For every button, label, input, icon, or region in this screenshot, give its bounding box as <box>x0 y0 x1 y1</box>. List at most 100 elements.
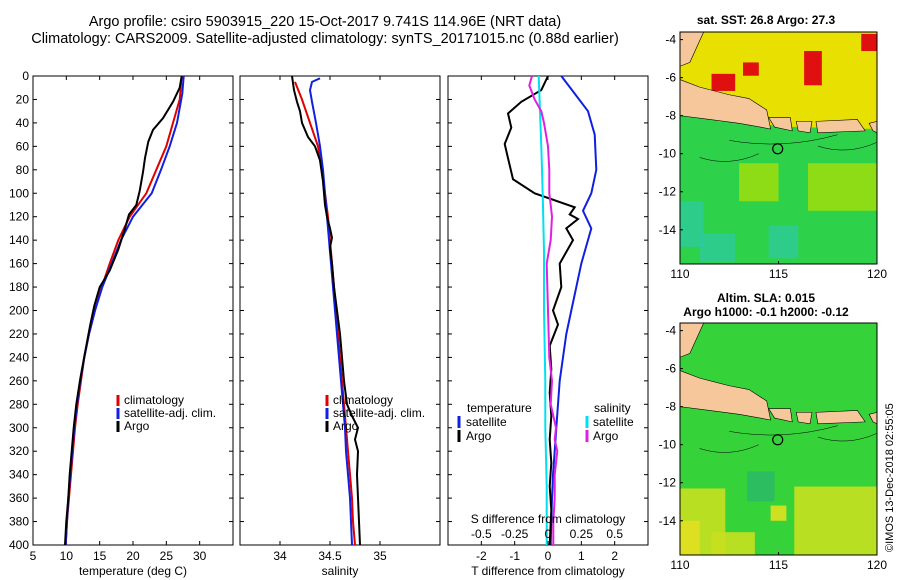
series-line-argo <box>291 75 361 546</box>
y-tick-label: 140 <box>9 233 29 247</box>
argo-position-marker <box>772 143 784 155</box>
sst-hot-patch <box>861 33 877 52</box>
sst-warm-patch <box>808 163 877 211</box>
land-lombok <box>795 412 813 425</box>
map-lat-label: -6 <box>665 362 676 376</box>
map-lon-label: 115 <box>769 558 788 572</box>
map-lat-label: -4 <box>665 33 676 47</box>
y-tick-label: 100 <box>9 186 29 200</box>
x-tick-label: 0 <box>545 549 552 563</box>
sst-hot-patch <box>743 62 759 76</box>
bathymetry-contour <box>817 142 878 151</box>
y-tick-label: 200 <box>9 304 29 318</box>
plot-frame-1 <box>32 75 234 546</box>
y-tick-label: 160 <box>9 257 29 271</box>
y-tick-label: 340 <box>9 468 29 482</box>
series-line-salinity-argo <box>528 75 559 545</box>
legend-label: climatology <box>124 393 184 407</box>
x-axis-label: T difference from climatology <box>471 564 625 578</box>
legend-label: climatology <box>333 393 393 407</box>
map-lat-label: -14 <box>659 223 677 237</box>
plot-frame-2 <box>239 75 441 546</box>
legend-label: salinity <box>594 401 631 415</box>
map-lat-label: -6 <box>665 71 676 85</box>
sst-hot-patch <box>711 73 736 91</box>
y-tick-label: 400 <box>9 538 29 552</box>
argo-position-marker <box>772 434 784 446</box>
map-lat-label: -10 <box>659 147 677 161</box>
y-tick-label: 260 <box>9 374 29 388</box>
map-lon-label: 110 <box>670 267 689 281</box>
y-tick-label: 320 <box>9 444 29 458</box>
sla-high-patch <box>680 520 700 555</box>
x2-tick-label: 0.5 <box>606 527 623 541</box>
series-line-temperature-argo <box>503 75 580 546</box>
imos-stamp: ©IMOS 13-Dec-2018 02:55:05 <box>884 403 896 552</box>
x2-tick-label: 0 <box>545 527 552 541</box>
x-tick-label: 2 <box>611 549 618 563</box>
x-tick-label: 25 <box>160 549 174 563</box>
map-lon-label: 110 <box>670 558 689 572</box>
bathymetry-contour <box>699 153 759 162</box>
legend-label: Argo <box>333 419 359 433</box>
map-lon-label: 115 <box>769 267 788 281</box>
sla-low-patch <box>746 471 775 502</box>
map-lat-label: -8 <box>665 400 676 414</box>
sla-high-patch <box>711 532 755 555</box>
legend-label: satellite <box>593 415 634 429</box>
map-sst <box>679 31 878 265</box>
legend-label: Argo <box>593 429 619 443</box>
y-tick-label: 180 <box>9 280 29 294</box>
profile-title: Argo profile: csiro 5903915_220 15-Oct-2… <box>88 14 562 30</box>
series-line-salinity-satellite <box>537 75 548 545</box>
sst-map-title: sat. SST: 26.8 Argo: 27.3 <box>697 13 836 27</box>
sst-warm-patch <box>739 163 779 202</box>
x-tick-label: 20 <box>126 549 140 563</box>
x-tick-label: -2 <box>476 549 487 563</box>
y-tick-label: 220 <box>9 327 29 341</box>
bathymetry-contour <box>729 425 838 436</box>
x-tick-label: 1 <box>578 549 585 563</box>
sst-cool-patch <box>699 233 736 263</box>
x-axis-label: salinity <box>322 564 359 578</box>
x-tick-label: 35 <box>373 549 387 563</box>
legend-label: temperature <box>467 401 532 415</box>
y-tick-label: 80 <box>16 163 30 177</box>
x2-tick-label: 0.25 <box>570 527 594 541</box>
y-tick-label: 300 <box>9 421 29 435</box>
x2-tick-label: -0.5 <box>471 527 492 541</box>
y-tick-label: 20 <box>16 92 30 106</box>
land-bali <box>768 408 793 423</box>
land-sumbawa <box>815 119 866 134</box>
legend-label: satellite-adj. clim. <box>124 406 216 420</box>
x-axis-label: temperature (deg C) <box>79 564 187 578</box>
sst-cool-patch <box>768 225 799 259</box>
map-lat-label: -12 <box>659 476 677 490</box>
y-tick-label: 120 <box>9 210 29 224</box>
y-tick-label: 380 <box>9 515 29 529</box>
land-sumbawa <box>815 410 866 425</box>
x-tick-label: 15 <box>93 549 107 563</box>
legend-label: Argo <box>124 419 150 433</box>
map-lon-label: 120 <box>867 558 887 572</box>
map-lat-label: -14 <box>659 514 677 528</box>
x2-axis-label: S difference from climatology <box>471 512 626 526</box>
map-lat-label: -4 <box>665 324 676 338</box>
y-tick-label: 240 <box>9 350 29 364</box>
y-tick-label: 280 <box>9 397 29 411</box>
x-tick-label: 34.5 <box>318 549 342 563</box>
sla-high-patch <box>770 505 787 521</box>
bathymetry-contour <box>817 433 878 442</box>
y-tick-label: 60 <box>16 139 30 153</box>
sla-map-subtitle: Argo h1000: -0.1 h2000: -0.12 <box>683 305 849 319</box>
sla-map-title: Altim. SLA: 0.015 <box>717 291 815 305</box>
climatology-title: Climatology: CARS2009. Satellite-adjuste… <box>31 31 619 47</box>
sst-hot-patch <box>804 51 822 86</box>
series-line-argo <box>64 75 183 546</box>
x-tick-label: 5 <box>30 549 37 563</box>
y-tick-label: 360 <box>9 491 29 505</box>
legend-label: Argo <box>466 429 492 443</box>
y-tick-label: 40 <box>16 116 30 130</box>
x2-tick-label: -0.25 <box>501 527 529 541</box>
